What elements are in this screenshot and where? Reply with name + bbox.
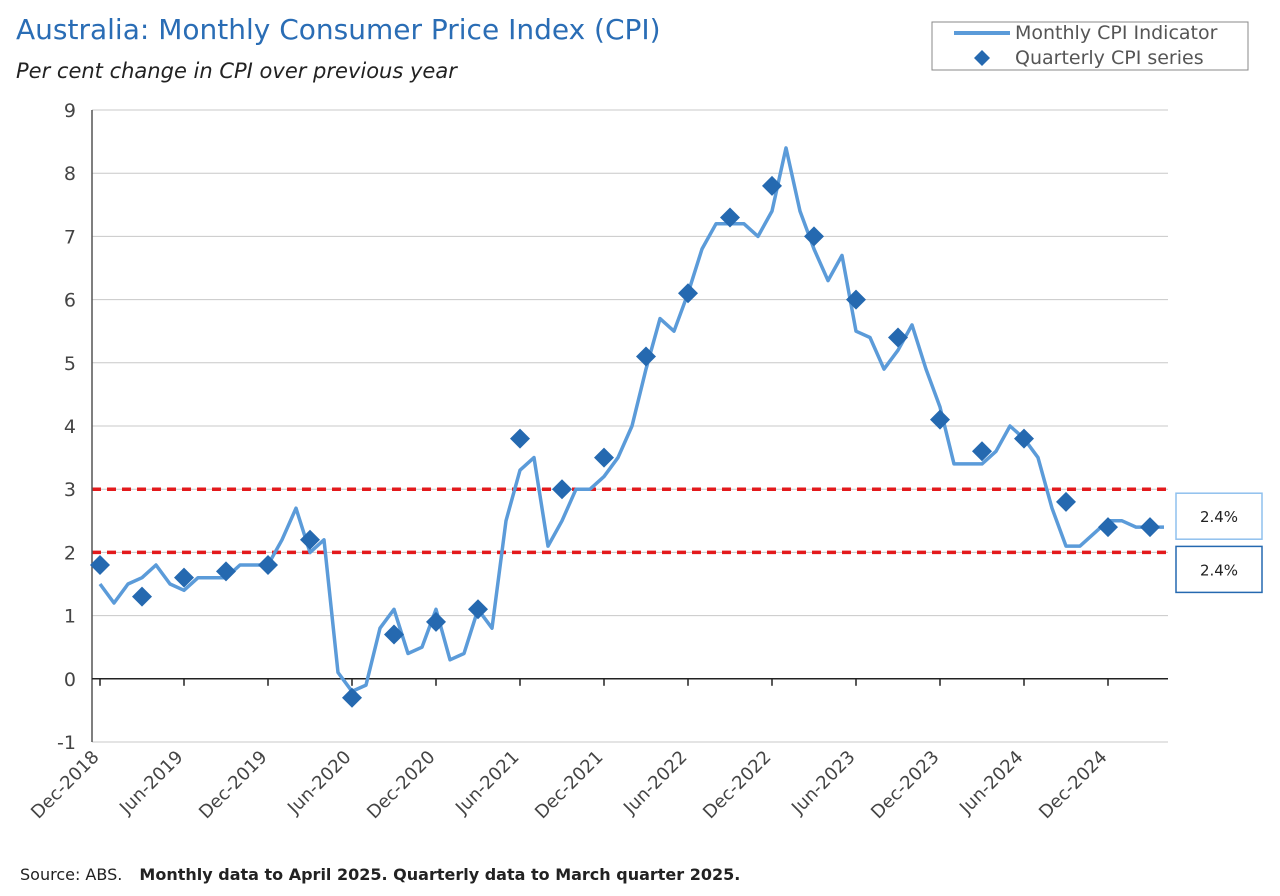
x-tick-label-Jun-2022: Jun-2022	[619, 747, 691, 819]
quarterly-point-Sep-2023	[888, 327, 908, 348]
y-tick-label-5: 5	[64, 353, 76, 375]
y-tick-label-6: 6	[64, 290, 76, 312]
gridlines	[92, 109, 1168, 743]
legend-diamond-swatch	[974, 50, 990, 66]
legend: Monthly CPI Indicator Quarterly CPI seri…	[931, 21, 1249, 71]
chart-subtitle: Per cent change in CPI over previous yea…	[16, 59, 458, 83]
quarterly-point-Dec-2024	[1098, 517, 1118, 538]
source-note: Source: ABS. Monthly data to April 2025.…	[20, 865, 740, 884]
legend-quarterly-label: Quarterly CPI series	[1015, 47, 1204, 69]
source-prefix: Source: ABS.	[20, 865, 122, 884]
y-tick-label-4: 4	[64, 416, 76, 438]
y-tick-label-2: 2	[64, 542, 76, 564]
x-tick-label-Dec-2019: Dec-2019	[195, 747, 271, 823]
quarterly-point-Sep-2021	[552, 479, 572, 500]
legend-monthly-label: Monthly CPI Indicator	[1015, 22, 1218, 44]
target-band	[92, 487, 1168, 555]
x-tick-label-Jun-2019: Jun-2019	[115, 747, 187, 819]
quarterly-point-Sep-2020	[384, 624, 404, 645]
source-detail: Monthly data to April 2025. Quarterly da…	[139, 865, 740, 884]
quarterly-point-Mar-2021	[468, 599, 488, 620]
axes	[91, 110, 1168, 742]
y-tick-label-0: 0	[64, 669, 76, 691]
quarterly-point-Mar-2019	[132, 586, 152, 607]
x-tick-label-Jun-2020: Jun-2020	[283, 747, 355, 819]
callout-label: 2.4%	[1200, 561, 1238, 579]
x-tick-label-Dec-2021: Dec-2021	[531, 747, 607, 823]
quarterly-point-Jun-2020	[342, 687, 362, 708]
x-tick-label-Dec-2020: Dec-2020	[363, 747, 439, 823]
quarterly-point-Sep-2022	[720, 207, 740, 228]
quarterly-point-Jun-2024	[1014, 428, 1034, 449]
x-tick-label-Jun-2024: Jun-2024	[955, 747, 1027, 819]
quarterly-point-Mar-2022	[636, 346, 656, 367]
y-tick-label-1: 1	[64, 606, 76, 628]
x-tick-label-Dec-2022: Dec-2022	[699, 747, 775, 823]
y-tick-label-7: 7	[64, 226, 76, 248]
callout-quarterly: 2.4%	[1175, 545, 1263, 594]
series	[90, 146, 1164, 708]
quarterly-point-Sep-2024	[1056, 491, 1076, 512]
x-tick-label-Dec-2018: Dec-2018	[27, 747, 103, 823]
y-tick-label-8: 8	[64, 163, 76, 185]
callout-label: 2.4%	[1200, 508, 1238, 526]
y-tick-label--1: -1	[57, 732, 76, 754]
y-tick-label-9: 9	[64, 100, 76, 122]
x-axis-ticks: Dec-2018 Jun-2019 Dec-2019 Jun-2020 Dec-2020…	[27, 678, 1112, 823]
quarterly-point-Dec-2019	[258, 555, 278, 576]
quarterly-point-Jun-2023	[846, 289, 866, 310]
quarterly-point-Dec-2021	[594, 447, 614, 468]
quarterly-point-Mar-2025	[1140, 517, 1160, 538]
quarterly-point-Mar-2020	[300, 529, 320, 550]
callouts: 2.4% 2.4%	[1175, 492, 1263, 594]
quarterly-point-Dec-2018	[90, 555, 110, 576]
callout-box	[1175, 492, 1263, 540]
quarterly-point-Jun-2019	[174, 567, 194, 588]
x-tick-label-Jun-2023: Jun-2023	[787, 747, 859, 819]
callout-box	[1175, 545, 1263, 594]
chart-title: Australia: Monthly Consumer Price Index …	[16, 13, 661, 46]
quarterly-point-Mar-2024	[972, 441, 992, 462]
x-tick-label-Jun-2021: Jun-2021	[451, 747, 523, 819]
quarterly-point-Dec-2020	[426, 611, 446, 632]
quarterly-point-Mar-2023	[804, 226, 824, 247]
x-tick-label-Dec-2023: Dec-2023	[867, 747, 943, 823]
quarterly-point-Dec-2023	[930, 409, 950, 430]
quarterly-point-Sep-2019	[216, 561, 236, 582]
callout-monthly: 2.4%	[1175, 492, 1263, 540]
x-tick-label-Dec-2024: Dec-2024	[1035, 747, 1111, 823]
quarterly-point-Dec-2022	[762, 175, 782, 196]
y-axis-ticks: -1 0 1 2 3 4 5 6 7 8 9	[57, 100, 76, 754]
quarterly-point-Jun-2022	[678, 283, 698, 304]
monthly-cpi-line	[98, 146, 1164, 694]
y-tick-label-3: 3	[64, 479, 76, 501]
quarterly-point-Jun-2021	[510, 428, 530, 449]
